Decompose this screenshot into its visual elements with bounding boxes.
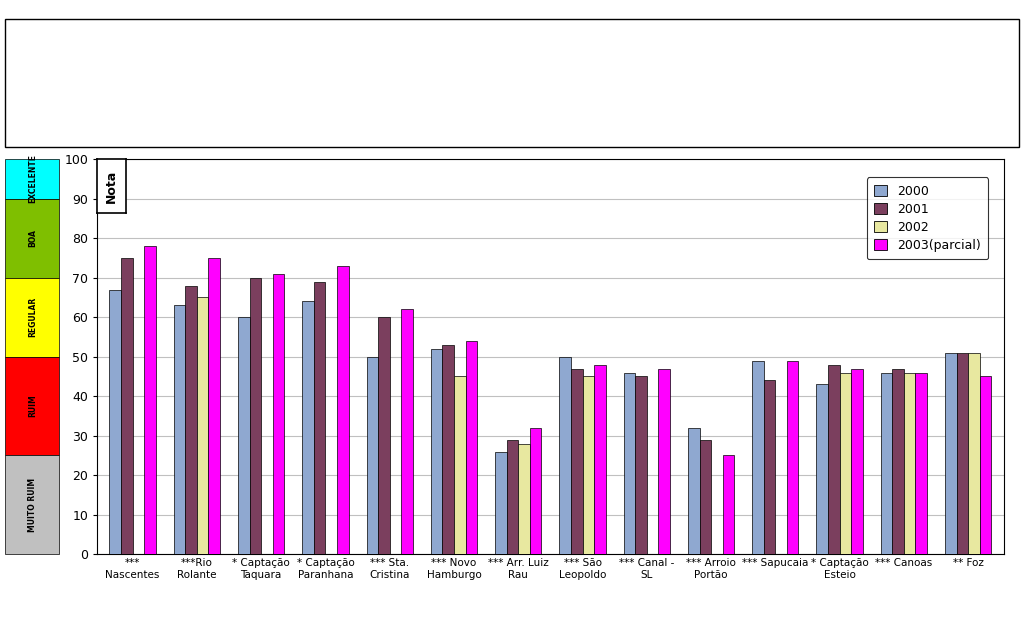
Bar (753, 361, 764, 554)
Bar (466, 341, 477, 554)
Bar (121, 258, 133, 554)
Bar (518, 443, 529, 554)
Bar (583, 376, 594, 554)
Text: Nota: Nota (105, 169, 118, 203)
Bar (496, 452, 507, 554)
Text: Entidades:
*CORSAN - Companhia Riigrandense de Saneamento
**DMAE - Dpto. Municip: Entidades: *CORSAN - Companhia Riigrande… (631, 29, 883, 80)
Bar (378, 317, 390, 554)
Bar (302, 301, 314, 554)
Text: EXCELENTE: EXCELENTE (28, 155, 37, 203)
Bar (816, 384, 828, 554)
Bar (442, 345, 454, 554)
Bar (915, 373, 927, 554)
Bar (786, 361, 799, 554)
Polygon shape (535, 65, 559, 119)
Bar (764, 380, 775, 554)
Bar (272, 274, 285, 554)
Polygon shape (511, 65, 559, 92)
Text: REGULAR: REGULAR (28, 297, 37, 338)
Bar (367, 357, 378, 554)
Bar (594, 364, 605, 554)
Bar (723, 455, 734, 554)
Bar (851, 369, 863, 554)
Bar (454, 376, 466, 554)
Bar (185, 285, 197, 554)
Polygon shape (511, 92, 559, 119)
Text: MUITO RUIM: MUITO RUIM (28, 478, 37, 532)
Bar (337, 266, 348, 554)
Legend: 2000, 2001, 2002, 2003(parcial): 2000, 2001, 2002, 2003(parcial) (867, 177, 988, 259)
Bar (699, 440, 711, 554)
Text: RUIM: RUIM (28, 395, 37, 417)
Bar (980, 376, 991, 554)
Bar (892, 369, 904, 554)
Bar (571, 369, 583, 554)
Text: PRÓ: PRÓ (466, 48, 502, 64)
Bar (238, 317, 250, 554)
Bar (401, 310, 413, 554)
Bar (624, 373, 635, 554)
Polygon shape (511, 65, 535, 119)
Bar (658, 369, 670, 554)
Bar (507, 440, 518, 554)
Bar (529, 428, 542, 554)
Bar (968, 353, 980, 554)
Bar (945, 353, 956, 554)
Text: RIO dos SINOS
IQA - Índice de Qualidade das Águas
Médias Anuais: RIO dos SINOS IQA - Índice de Qualidade … (105, 55, 390, 111)
Bar (431, 349, 442, 554)
Text: BOA: BOA (28, 229, 37, 247)
Bar (840, 373, 851, 554)
Bar (904, 373, 915, 554)
Bar (688, 428, 699, 554)
Bar (881, 373, 892, 554)
Bar (250, 278, 261, 554)
Bar (174, 305, 185, 554)
Bar (559, 357, 571, 554)
Bar (828, 364, 840, 554)
Bar (110, 290, 121, 554)
Bar (144, 246, 156, 554)
Text: GUAÍBA: GUAÍBA (547, 48, 612, 64)
Bar (956, 353, 968, 554)
Bar (635, 376, 647, 554)
Bar (197, 297, 209, 554)
Bar (209, 258, 220, 554)
Bar (314, 282, 326, 554)
